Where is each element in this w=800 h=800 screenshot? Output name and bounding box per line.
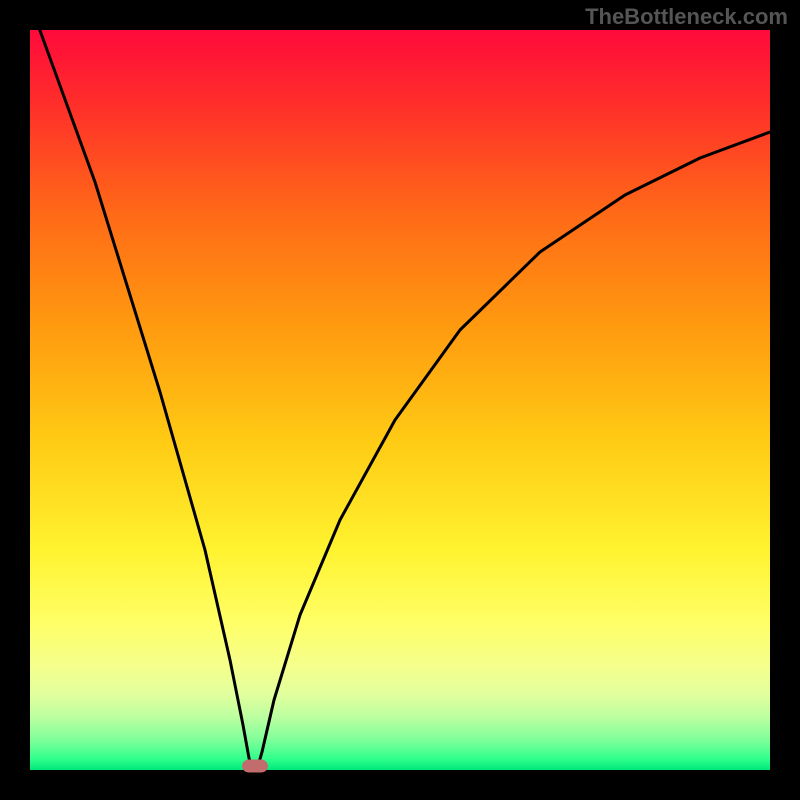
chart-container: TheBottleneck.com (0, 0, 800, 800)
watermark-text: TheBottleneck.com (585, 4, 788, 30)
plot-background (30, 30, 770, 770)
